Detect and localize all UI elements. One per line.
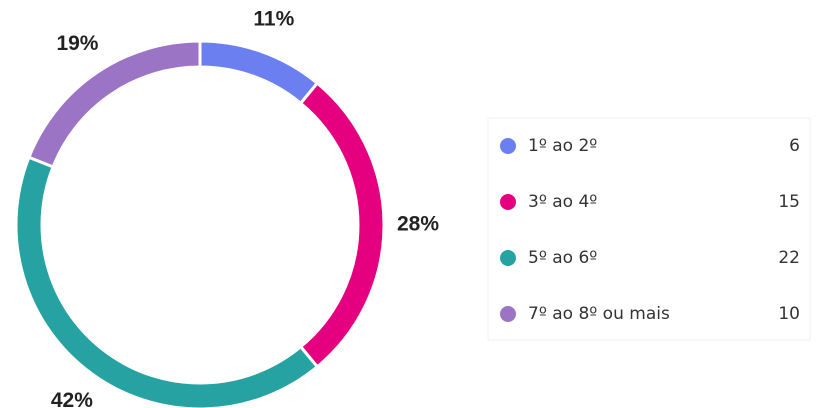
legend-label: 3º ao 4º xyxy=(528,192,597,212)
legend-dot xyxy=(500,138,516,154)
legend-count: 6 xyxy=(789,136,800,156)
donut-segment xyxy=(14,155,320,408)
legend-label: 7º ao 8º ou mais xyxy=(528,304,670,324)
data-label: 11% xyxy=(253,7,294,30)
legend-label: 1º ao 2º xyxy=(528,136,597,156)
legend-count: 15 xyxy=(778,192,800,212)
legend-dot xyxy=(500,194,516,210)
legend-label: 5º ao 6º xyxy=(528,248,597,268)
donut-segment xyxy=(298,81,386,369)
data-label: 42% xyxy=(51,389,93,408)
legend-dot xyxy=(500,250,516,266)
legend-count: 22 xyxy=(778,248,800,268)
legend-box xyxy=(487,117,811,341)
legend-dot xyxy=(500,306,516,322)
donut-segment xyxy=(26,39,202,169)
legend-count: 10 xyxy=(778,304,800,324)
donut-segment xyxy=(198,39,320,106)
data-label: 28% xyxy=(397,213,439,236)
data-label: 19% xyxy=(56,32,98,55)
